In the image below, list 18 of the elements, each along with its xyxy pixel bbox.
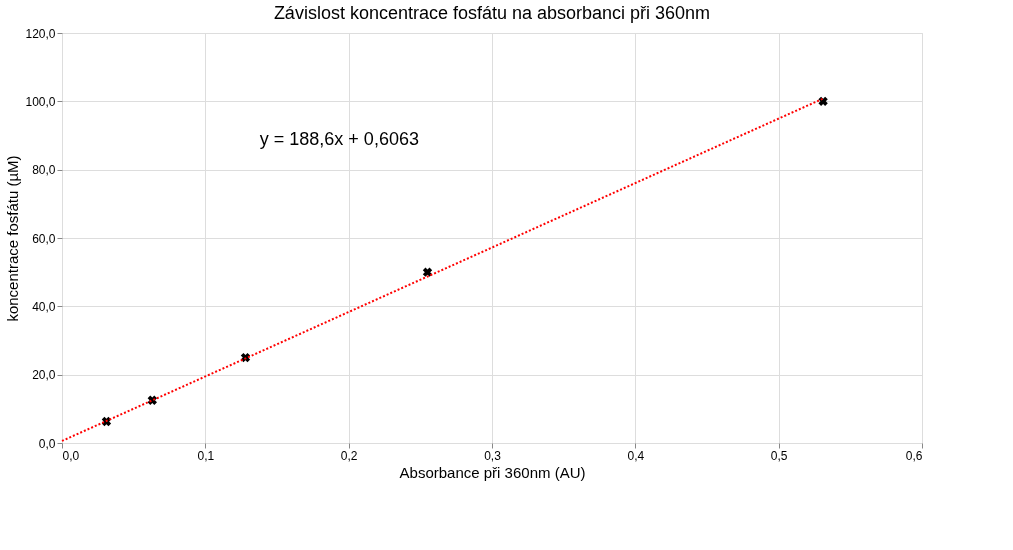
x-axis-title: Absorbance při 360nm (AU)	[399, 463, 586, 481]
y-tick-label: 120,0	[25, 26, 56, 41]
y-tick-label: 20,0	[32, 368, 56, 383]
y-tick-label: 60,0	[32, 231, 56, 246]
y-tick-label: 80,0	[32, 163, 56, 178]
y-tick-label: 0,0	[38, 436, 56, 451]
y-tick-label: 100,0	[25, 94, 56, 109]
x-tick-label: 0,5	[770, 448, 788, 463]
annotation: y = 188,6x + 0,6063	[259, 128, 419, 149]
x-tick-label: 0,4	[627, 448, 645, 463]
x-tick-label: 0,1	[197, 448, 215, 463]
y-axis-title: koncentrace fosfátu (µM)	[4, 155, 22, 322]
chart-title: Závislost koncentrace fosfátu na absorbanci při 360nm	[273, 3, 711, 23]
y-tick-label: 40,0	[32, 299, 56, 314]
x-tick-label: 0,2	[340, 448, 358, 463]
x-tick-label: 0,6	[905, 448, 923, 463]
x-tick-label: 0,3	[484, 448, 502, 463]
x-tick-label: 0,0	[62, 448, 80, 463]
